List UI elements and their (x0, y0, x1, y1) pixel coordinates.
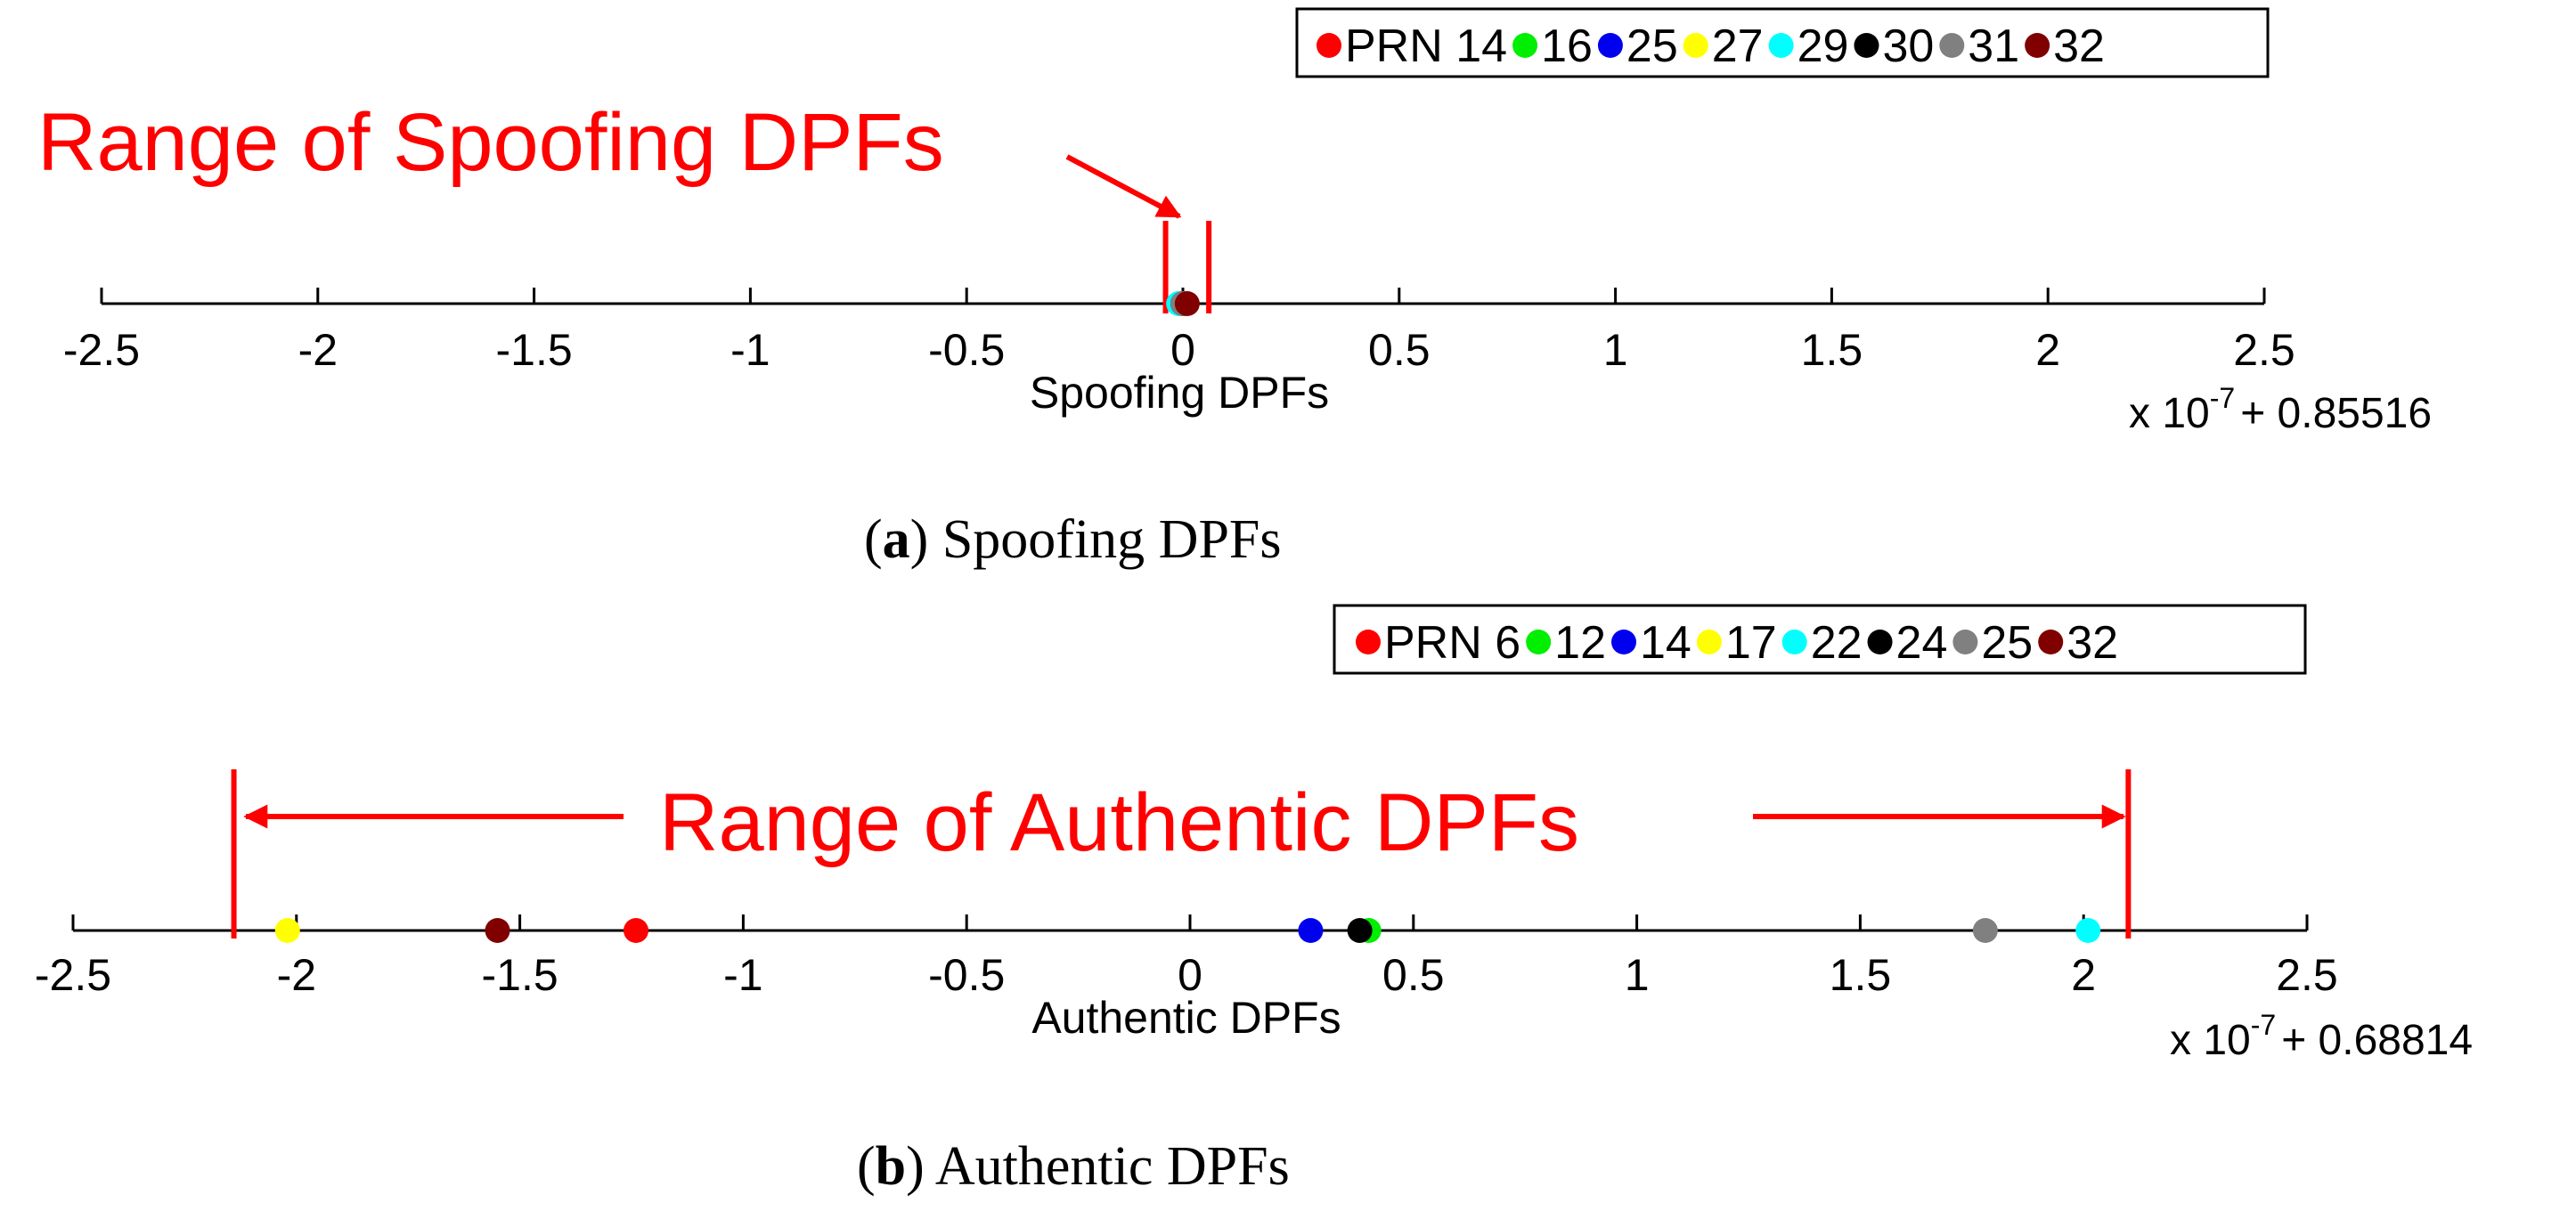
legend-marker-29 (1768, 33, 1794, 58)
legend-marker-12 (1526, 630, 1552, 654)
data-point-prn-32 (1174, 291, 1200, 316)
legend-label-31: 31 (1968, 20, 2019, 72)
legend-label-14: 14 (1640, 617, 1692, 669)
x-axis-label: Spoofing DPFs (1030, 368, 1329, 418)
tick-label: 1.5 (1830, 950, 1892, 1000)
tick-label: 2.5 (2276, 950, 2338, 1000)
legend-b-box (1333, 604, 2307, 675)
caption-a: (a) Spoofing DPFs (864, 509, 1282, 570)
legend-label-32: 32 (2067, 617, 2118, 669)
caption-b-letter: b (876, 1136, 906, 1197)
tick-label: -1 (723, 950, 762, 1000)
legend-label-24: 24 (1896, 617, 1948, 669)
legend-label-14: PRN 14 (1345, 20, 1507, 72)
data-point-prn-22 (2075, 918, 2101, 943)
data-point-prn-6 (624, 918, 649, 943)
panel-a-spoofing: PRN 14 16 25 27 29 30 31 32 Range of Spoofing D… (37, 7, 2432, 570)
legend-marker-32 (2025, 33, 2050, 58)
legend-marker-17 (1696, 630, 1722, 654)
tick-label: 2.5 (2233, 325, 2295, 375)
legend-label-17: 17 (1725, 617, 1777, 669)
axis-multiplier: x 10-7 + 0.85516 (2129, 382, 2432, 437)
legend-marker-22 (1781, 630, 1807, 654)
legend-marker-14 (1611, 630, 1636, 654)
legend-label-16: 16 (1541, 20, 1593, 72)
tick-label: 0 (1178, 950, 1202, 1000)
annotation-range-authentic: Range of Authentic DPFs (659, 777, 1579, 868)
annotation-range-spoofing: Range of Spoofing DPFs (37, 97, 944, 188)
legend-label-25: 25 (1626, 20, 1678, 72)
tick-label: -1.5 (496, 325, 573, 375)
axis-b: -2.5 -2 -1.5 -1 -0.5 0 0.5 1 1.5 2 2.5 Authentic DP… (35, 769, 2473, 1064)
data-point-prn-24 (1347, 918, 1373, 943)
tick-label: -2 (298, 325, 338, 375)
tick-label: -1 (730, 325, 770, 375)
legend-label-30: 30 (1882, 20, 1934, 72)
data-point-prn-14 (1298, 918, 1324, 943)
legend-label-6: PRN 6 (1384, 617, 1520, 669)
legend-marker-30 (1854, 33, 1879, 58)
legend-label-12: 12 (1554, 617, 1606, 669)
tick-label: 1.5 (1801, 325, 1863, 375)
tick-label: -2 (277, 950, 316, 1000)
tick-label: -0.5 (928, 325, 1005, 375)
legend-label-25: 25 (1981, 617, 2033, 669)
tick-label: 2 (2071, 950, 2096, 1000)
data-point-prn-17 (274, 918, 300, 943)
tick-label: 1 (1603, 325, 1628, 375)
tick-label: -2.5 (63, 325, 140, 375)
data-point-prn-32 (485, 918, 510, 943)
caption-b: (b) Authentic DPFs (857, 1136, 1290, 1197)
tick-label: 0 (1170, 325, 1195, 375)
legend-marker-27 (1683, 33, 1708, 58)
legend-marker-25 (1597, 33, 1623, 58)
legend-marker-6 (1356, 630, 1381, 654)
data-point-prn-25 (1972, 918, 1998, 943)
legend-marker-14 (1317, 33, 1341, 58)
caption-a-letter: a (883, 509, 910, 570)
legend-marker-24 (1867, 630, 1893, 654)
tick-label: -2.5 (35, 950, 111, 1000)
caption-b-text: Authentic DPFs (925, 1136, 1290, 1197)
legend-marker-31 (1939, 33, 1965, 58)
annotation-arrow-spoofing (1065, 154, 1182, 219)
legend-marker-32 (2038, 630, 2064, 654)
tick-label: 2 (2035, 325, 2060, 375)
tick-label: 0.5 (1382, 950, 1445, 1000)
tick-label: -1.5 (482, 950, 558, 1000)
legend-b: PRN 6 12 14 17 22 24 25 32 (1333, 604, 2307, 675)
legend-label-27: 27 (1712, 20, 1764, 72)
axis-multiplier: x 10-7 + 0.68814 (2170, 1009, 2473, 1064)
axis-a: -2.5 -2 -1.5 -1 -0.5 0 0.5 1 1.5 2 2.5 Spoofing DPF… (63, 221, 2432, 437)
legend-label-29: 29 (1797, 20, 1849, 72)
legend-label-32: 32 (2053, 20, 2105, 72)
tick-label: -0.5 (928, 950, 1005, 1000)
tick-label: 1 (1625, 950, 1650, 1000)
tick-label: 0.5 (1368, 325, 1431, 375)
legend-label-22: 22 (1811, 617, 1863, 669)
caption-a-text: Spoofing DPFs (928, 509, 1281, 570)
panel-b-authentic: PRN 6 12 14 17 22 24 25 32 Range of Authentic D… (35, 604, 2473, 1197)
legend-a: PRN 14 16 25 27 29 30 31 32 (1295, 7, 2270, 78)
legend-marker-16 (1512, 33, 1538, 58)
x-axis-label: Authentic DPFs (1031, 993, 1341, 1043)
legend-marker-25 (1952, 630, 1978, 654)
